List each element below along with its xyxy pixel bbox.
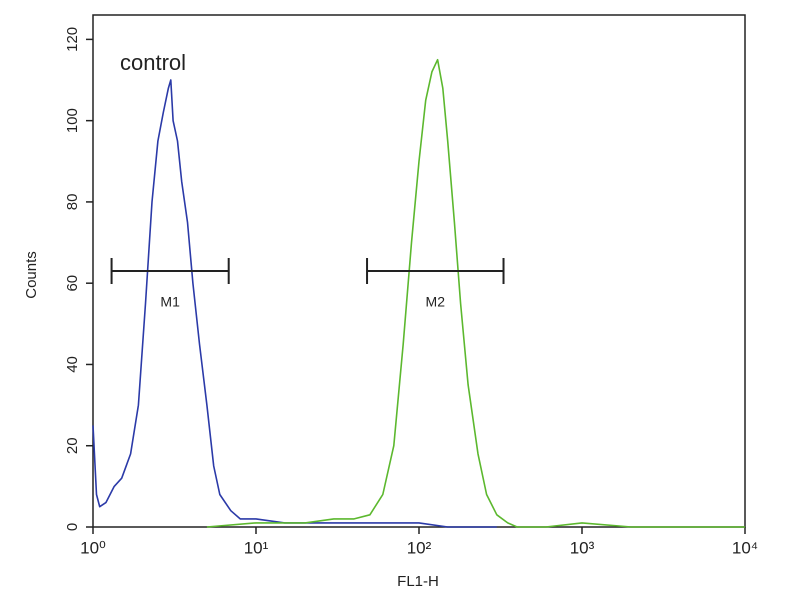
x-axis-label: FL1-H — [397, 573, 439, 590]
y-tick-label: 40 — [64, 356, 81, 373]
marker-label: M1 — [160, 294, 180, 310]
y-tick-label: 60 — [64, 275, 81, 292]
series-line — [206, 58, 745, 528]
x-tick-label: 10² — [407, 538, 432, 557]
y-tick-label: 20 — [64, 437, 81, 454]
marker-label: M2 — [426, 294, 446, 310]
y-tick-label: 0 — [64, 523, 81, 531]
series-line — [92, 79, 497, 528]
x-tick-label: 10⁰ — [80, 538, 106, 557]
y-tick-label: 100 — [64, 108, 81, 133]
x-tick-label: 10⁴ — [732, 538, 758, 557]
annotation: control — [120, 50, 186, 75]
y-axis-label: Counts — [23, 251, 40, 299]
x-tick-label: 10³ — [570, 538, 595, 557]
y-tick-label: 120 — [64, 27, 81, 52]
y-tick-label: 80 — [64, 194, 81, 211]
x-tick-label: 10¹ — [244, 538, 269, 557]
